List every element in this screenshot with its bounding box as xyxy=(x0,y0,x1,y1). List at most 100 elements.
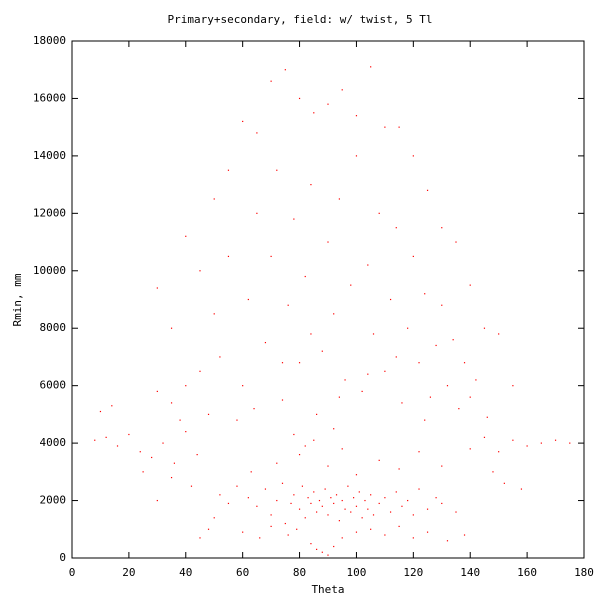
y-tick-label: 18000 xyxy=(33,34,66,47)
point xyxy=(512,385,514,387)
point xyxy=(304,275,306,278)
y-tick-label: 0 xyxy=(59,551,66,564)
point xyxy=(318,499,321,502)
y-tick-label: 16000 xyxy=(33,91,66,104)
point xyxy=(276,462,278,464)
point xyxy=(227,255,230,258)
point xyxy=(350,284,352,286)
x-tick-label: 100 xyxy=(347,566,367,579)
point xyxy=(398,468,400,470)
point xyxy=(395,227,397,229)
point xyxy=(116,445,119,447)
point xyxy=(498,333,500,335)
point xyxy=(469,448,471,450)
point xyxy=(333,502,335,505)
point xyxy=(355,155,358,157)
point xyxy=(310,333,312,335)
point xyxy=(264,488,267,490)
point xyxy=(185,431,187,433)
point xyxy=(327,514,329,516)
point xyxy=(333,428,335,430)
y-tick-label: 14000 xyxy=(33,149,66,162)
point xyxy=(418,451,420,453)
point xyxy=(170,327,173,329)
point xyxy=(313,439,315,441)
point xyxy=(321,350,323,352)
point xyxy=(151,456,153,459)
point xyxy=(441,502,443,505)
point xyxy=(435,497,437,499)
plot-border xyxy=(71,40,585,559)
point xyxy=(293,218,295,220)
point xyxy=(361,517,363,519)
point xyxy=(316,548,318,550)
x-tick-label: 20 xyxy=(122,566,135,579)
point xyxy=(179,419,181,421)
chart-title: Primary+secondary, field: w/ twist, 5 Tl xyxy=(168,13,433,26)
y-tick-label: 12000 xyxy=(33,206,66,219)
point xyxy=(236,419,238,421)
point xyxy=(361,390,363,393)
point xyxy=(469,396,471,398)
point xyxy=(219,494,221,496)
point xyxy=(156,499,158,502)
point xyxy=(284,522,286,525)
x-axis-label: Theta xyxy=(311,583,344,596)
point xyxy=(298,362,301,364)
point xyxy=(256,212,258,214)
point xyxy=(111,405,113,407)
point xyxy=(370,494,372,496)
point xyxy=(418,362,420,364)
point xyxy=(293,433,295,436)
point xyxy=(486,416,488,418)
point xyxy=(452,339,454,341)
point xyxy=(378,502,380,505)
point xyxy=(304,517,306,519)
point xyxy=(407,327,409,329)
point xyxy=(341,499,343,502)
point xyxy=(207,528,210,530)
point xyxy=(199,537,201,539)
point xyxy=(253,408,255,410)
point xyxy=(142,471,144,473)
point xyxy=(99,410,102,413)
point xyxy=(290,502,292,505)
point xyxy=(270,514,272,516)
point xyxy=(372,514,375,516)
point xyxy=(367,508,369,510)
point xyxy=(441,227,443,229)
point xyxy=(330,497,332,499)
x-tick-label: 80 xyxy=(293,566,306,579)
point xyxy=(455,241,457,243)
point xyxy=(455,511,457,513)
point xyxy=(364,499,366,502)
point xyxy=(307,497,309,499)
point xyxy=(492,471,494,473)
point xyxy=(270,255,272,258)
point xyxy=(526,445,528,447)
x-tick-label: 160 xyxy=(517,566,537,579)
point xyxy=(281,482,284,484)
point xyxy=(227,169,230,171)
point xyxy=(170,402,173,404)
point xyxy=(341,448,343,450)
point xyxy=(256,132,258,134)
point xyxy=(276,169,278,171)
point xyxy=(185,385,187,387)
point xyxy=(190,485,193,487)
point xyxy=(384,497,386,499)
point xyxy=(412,537,414,539)
point xyxy=(418,488,420,490)
point xyxy=(554,439,557,441)
point xyxy=(370,528,372,530)
point xyxy=(463,534,466,536)
point xyxy=(310,543,312,545)
point xyxy=(441,465,443,467)
point xyxy=(313,112,315,114)
point xyxy=(242,531,244,533)
point xyxy=(327,103,329,105)
point xyxy=(355,531,358,533)
point xyxy=(170,476,173,479)
point xyxy=(287,304,289,306)
point xyxy=(483,436,486,438)
